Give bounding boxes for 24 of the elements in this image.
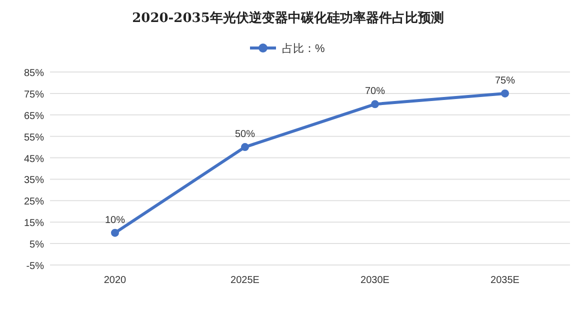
x-tick-label: 2035E [490,275,520,286]
point [371,100,379,108]
point [501,89,509,98]
y-tick-label: 55% [24,132,44,144]
y-tick-label: 85% [24,68,44,79]
text: 50% [234,129,256,140]
y-tick-label: 25% [24,196,44,208]
text: 75% [494,75,516,86]
y-tick-label: 35% [24,175,44,186]
chart-title: 2020-2035年光伏逆变器中碳化硅功率器件占比预测 [132,10,444,26]
legend-label: 占比：% [282,42,325,55]
x-tick-label: 2030E [360,275,390,286]
y-tick-label: 45% [24,154,44,165]
y-tick-label: 65% [24,110,44,122]
point [241,143,249,152]
y-tick-label: 15% [24,218,44,230]
x-tick-label: 2020 [104,275,127,286]
text: 70% [364,86,386,98]
y-tick-label: 5% [30,240,44,251]
x-tick-label: 2025E [230,275,260,286]
text: 10% [104,214,126,226]
y-tick-label: -5% [26,261,44,272]
point [111,228,119,237]
y-tick-label: 75% [24,89,44,100]
